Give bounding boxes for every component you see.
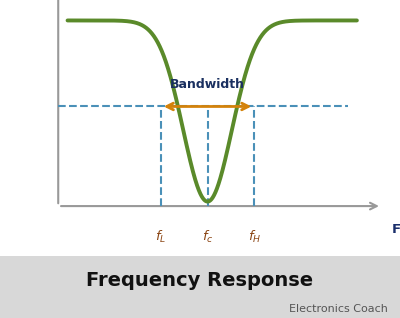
Text: $f_{c}$: $f_{c}$	[202, 229, 213, 245]
Text: Bandwidth: Bandwidth	[170, 78, 245, 91]
Text: $f_{H}$: $f_{H}$	[248, 229, 261, 245]
Text: $f_{L}$: $f_{L}$	[155, 229, 166, 245]
Text: Frequency Response: Frequency Response	[86, 271, 314, 290]
Text: Frequency: Frequency	[391, 223, 400, 236]
Text: Electronics Coach: Electronics Coach	[289, 304, 388, 314]
